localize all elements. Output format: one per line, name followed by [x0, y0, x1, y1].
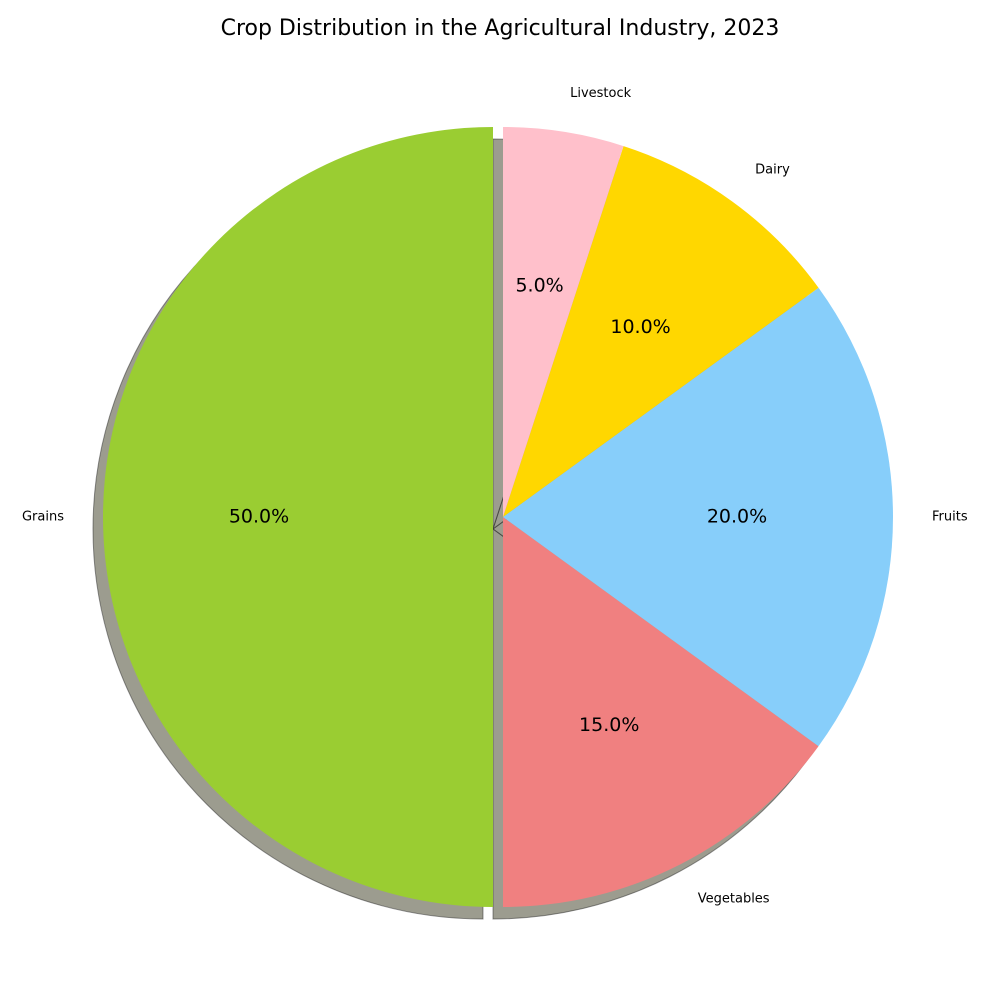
- slice-label-vegetables: Vegetables: [698, 892, 770, 907]
- slice-label-fruits: Fruits: [932, 510, 968, 525]
- pie-slice-vegetables: [503, 517, 819, 907]
- slice-value-grains: 50.0%: [229, 506, 289, 528]
- pie-slice-livestock: [503, 127, 624, 517]
- slice-value-dairy: 10.0%: [610, 316, 670, 338]
- slice-value-vegetables: 15.0%: [579, 714, 639, 736]
- pie-slice-fruits: [503, 287, 893, 747]
- slice-value-fruits: 20.0%: [707, 506, 767, 528]
- chart-title: Crop Distribution in the Agricultural In…: [220, 16, 780, 41]
- slice-value-livestock: 5.0%: [515, 274, 563, 296]
- slice-label-dairy: Dairy: [755, 162, 790, 177]
- slice-label-grains: Grains: [22, 510, 64, 525]
- slice-label-livestock: Livestock: [570, 86, 632, 101]
- pie-slice-dairy: [503, 146, 819, 517]
- pie-slice-grains: [103, 127, 493, 907]
